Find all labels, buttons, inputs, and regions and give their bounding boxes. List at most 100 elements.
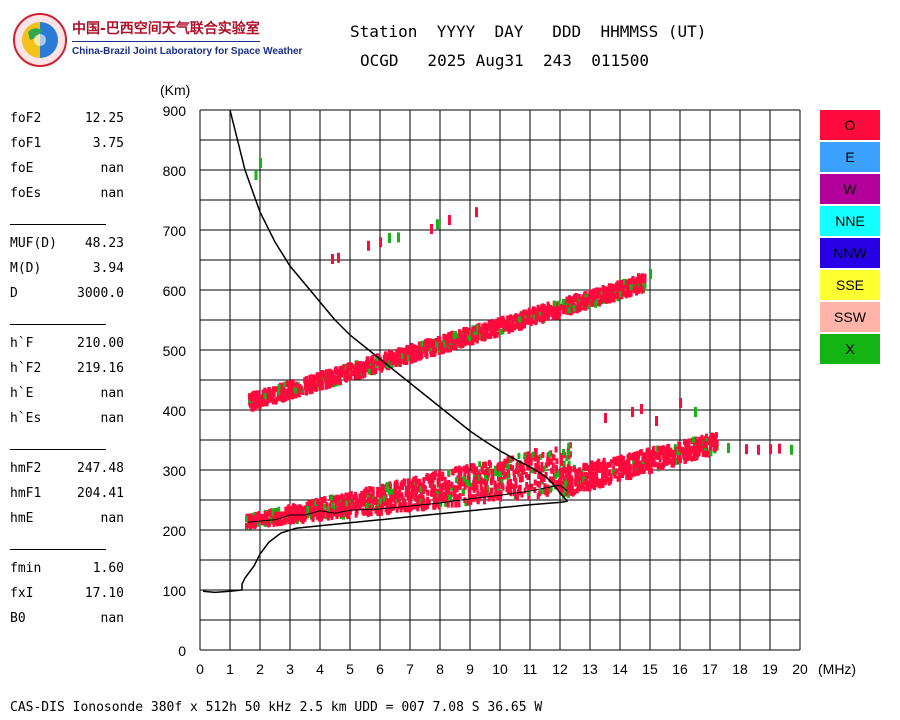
echo-mark (356, 373, 360, 380)
echo-mark (388, 359, 392, 366)
echo-mark (290, 388, 294, 395)
echo-mark (447, 469, 451, 476)
echo-mark (557, 480, 561, 487)
echo-mark (587, 303, 591, 310)
echo-mark (342, 498, 346, 505)
echo-mark (490, 477, 494, 484)
echo-mark (559, 303, 563, 310)
echo-mark (253, 523, 257, 530)
echo-mark (287, 505, 291, 512)
echo-mark (362, 500, 366, 507)
echo-mark (396, 490, 400, 497)
echo-mark (464, 500, 468, 507)
echo-mark (561, 472, 565, 479)
echo-mark (554, 309, 558, 316)
echo-mark (477, 322, 481, 329)
echo-mark (616, 286, 620, 293)
echo-mark (284, 394, 288, 401)
echo-mark (291, 385, 295, 392)
echo-mark (450, 481, 454, 488)
echo-mark (534, 452, 538, 459)
echo-mark (643, 452, 647, 459)
echo-mark (643, 273, 647, 280)
echo-mark (562, 302, 566, 309)
echo-mark (513, 484, 517, 491)
echo-mark (537, 306, 541, 313)
echo-mark (625, 473, 629, 480)
x-tick-label: 4 (316, 661, 324, 677)
echo-mark (371, 486, 375, 493)
echo-mark (491, 473, 495, 480)
echo-mark (508, 487, 512, 494)
echo-mark (496, 469, 500, 476)
param-value: nan (100, 186, 124, 201)
echo-mark (705, 437, 709, 444)
echo-mark (560, 469, 564, 476)
echo-mark (381, 360, 385, 367)
param-row-fof1: foF1 3.75 (10, 136, 124, 151)
echo-mark (637, 463, 641, 470)
echo-mark (330, 514, 334, 521)
echo-mark (379, 509, 383, 516)
echo-mark (570, 301, 574, 308)
echo-point (475, 207, 478, 218)
echo-mark (626, 464, 630, 471)
echo-mark (509, 464, 513, 471)
legend-item-sse: SSE (820, 270, 880, 300)
echo-mark (432, 487, 436, 494)
echo-mark (613, 284, 617, 291)
echo-mark (587, 465, 591, 472)
echo-mark (279, 520, 283, 527)
echo-mark (248, 394, 252, 401)
echo-mark (337, 495, 341, 502)
echo-mark (337, 373, 341, 380)
param-value: nan (100, 411, 124, 426)
echo-mark (264, 400, 268, 407)
echo-mark (608, 286, 612, 293)
echo-mark (520, 323, 524, 330)
echo-mark (660, 462, 664, 469)
echo-mark (303, 384, 307, 391)
echo-mark (256, 514, 260, 521)
echo-mark (637, 452, 641, 459)
echo-mark (432, 344, 436, 351)
echo-mark (387, 488, 391, 495)
echo-mark (464, 326, 468, 333)
echo-mark (534, 317, 538, 324)
echo-mark (463, 472, 467, 479)
echo-mark (646, 453, 650, 460)
echo-mark (622, 469, 626, 476)
y-tick-label: 500 (163, 343, 187, 359)
echo-mark (422, 477, 426, 484)
echo-mark (362, 509, 366, 516)
echo-mark (525, 451, 529, 458)
echo-mark (600, 467, 604, 474)
echo-mark (611, 293, 615, 300)
echo-mark (281, 512, 285, 519)
legend-item-nnw: NNW (820, 238, 880, 268)
param-row-muf-d-: MUF(D) 48.23 (10, 236, 124, 251)
echo-mark (599, 461, 603, 468)
echo-mark (583, 479, 587, 486)
echo-mark (406, 505, 410, 512)
param-value: 17.10 (84, 586, 124, 601)
echo-mark (555, 301, 559, 308)
echo-mark (264, 520, 268, 527)
echo-mark (542, 475, 546, 482)
echo-mark (483, 470, 487, 477)
echo-mark (426, 338, 430, 345)
echo-mark (632, 459, 636, 466)
echo-mark (658, 454, 662, 461)
echo-mark (506, 463, 510, 470)
echo-mark (446, 501, 450, 508)
echo-mark (625, 459, 629, 466)
echo-mark (407, 345, 411, 352)
echo-point (769, 444, 772, 455)
echo-mark (520, 491, 524, 498)
echo-mark (471, 484, 475, 491)
echo-mark (456, 477, 460, 484)
echo-mark (309, 376, 313, 383)
echo-mark (557, 306, 561, 313)
echo-mark (245, 522, 249, 529)
echo-mark (608, 461, 612, 468)
